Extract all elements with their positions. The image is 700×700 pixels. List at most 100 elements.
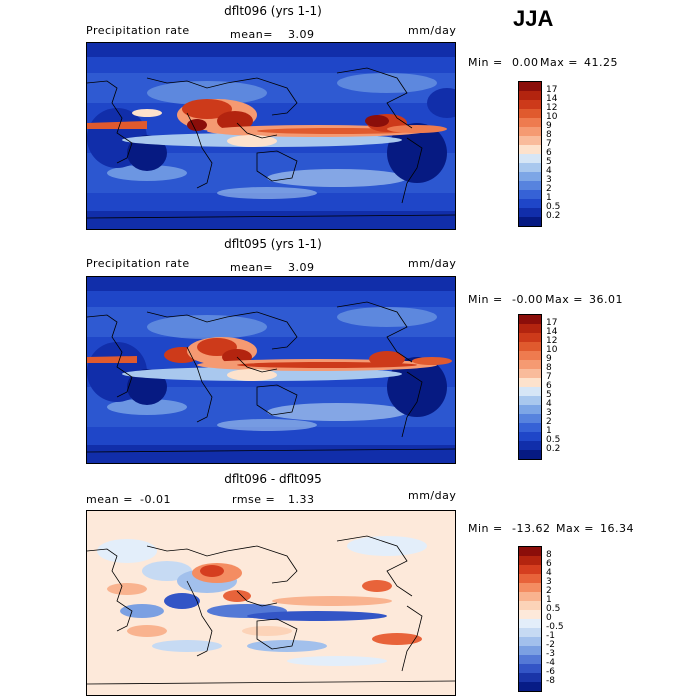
panel2-title: dflt095 (yrs 1-1)	[224, 237, 322, 251]
colorbar-tick-label: 12	[546, 336, 558, 346]
colorbar-tick-label: -4	[546, 658, 555, 668]
colorbar-swatch	[519, 127, 541, 136]
colorbar-swatch	[519, 333, 541, 342]
panel2-min-value: -0.00	[512, 293, 543, 306]
colorbar-swatch	[519, 172, 541, 181]
colorbar-tick-label: 5	[546, 390, 552, 400]
panel3-colorbar	[518, 546, 542, 692]
colorbar-swatch	[519, 387, 541, 396]
colorbar-swatch	[519, 82, 541, 91]
colorbar-swatch	[519, 145, 541, 154]
panel1-map-svg	[87, 43, 455, 229]
panel3-units: mm/day	[408, 489, 457, 502]
colorbar-tick-label: -6	[546, 667, 555, 677]
colorbar-swatch	[519, 315, 541, 324]
panel3-mean-value: -0.01	[140, 493, 171, 506]
panel2-colorbar	[518, 314, 542, 460]
colorbar-tick-label: 6	[546, 559, 552, 569]
colorbar-tick-label: 1	[546, 595, 552, 605]
colorbar-swatch	[519, 574, 541, 583]
colorbar-tick-label: 2	[546, 417, 552, 427]
colorbar-tick-label: 14	[546, 327, 558, 337]
panel1-min-label: Min =	[468, 56, 503, 69]
colorbar-swatch	[519, 441, 541, 450]
panel1-mean-label: mean=	[230, 28, 273, 41]
panel1-min-value: 0.00	[512, 56, 539, 69]
colorbar-swatch	[519, 118, 541, 127]
panel2-min-label: Min =	[468, 293, 503, 306]
colorbar-tick-label: 6	[546, 148, 552, 158]
panel3-mean-label: mean =	[86, 493, 133, 506]
colorbar-tick-label: 10	[546, 345, 558, 355]
colorbar-swatch	[519, 565, 541, 574]
colorbar-tick-label: 6	[546, 381, 552, 391]
colorbar-tick-label: 2	[546, 586, 552, 596]
panel3-map-svg	[87, 511, 455, 695]
colorbar-swatch	[519, 199, 541, 208]
colorbar-tick-label: 2	[546, 184, 552, 194]
colorbar-swatch	[519, 163, 541, 172]
panel1-title: dflt096 (yrs 1-1)	[224, 4, 322, 18]
colorbar-swatch	[519, 378, 541, 387]
panel2-variable-label: Precipitation rate	[86, 257, 190, 270]
colorbar-tick-label: 9	[546, 354, 552, 364]
colorbar-tick-label: 9	[546, 121, 552, 131]
colorbar-swatch	[519, 655, 541, 664]
colorbar-swatch	[519, 100, 541, 109]
colorbar-swatch	[519, 414, 541, 423]
panel1-variable-label: Precipitation rate	[86, 24, 190, 37]
panel2-max-label: Max =	[545, 293, 583, 306]
colorbar-tick-label: 8	[546, 550, 552, 560]
panel3-max-value: 16.34	[600, 522, 634, 535]
colorbar-tick-label: -2	[546, 640, 555, 650]
colorbar-tick-label: 4	[546, 568, 552, 578]
colorbar-tick-label: 14	[546, 94, 558, 104]
colorbar-tick-label: 0.5	[546, 202, 561, 212]
colorbar-swatch	[519, 181, 541, 190]
colorbar-swatch	[519, 154, 541, 163]
colorbar-tick-label: -8	[546, 676, 555, 686]
colorbar-swatch	[519, 664, 541, 673]
colorbar-swatch	[519, 583, 541, 592]
colorbar-tick-label: 10	[546, 112, 558, 122]
panel1-mean-value: 3.09	[288, 28, 315, 41]
colorbar-tick-label: 17	[546, 85, 558, 95]
panel3-title: dflt096 - dflt095	[224, 472, 322, 486]
colorbar-swatch	[519, 405, 541, 414]
colorbar-tick-label: 3	[546, 408, 552, 418]
colorbar-swatch	[519, 432, 541, 441]
colorbar-tick-label: 7	[546, 372, 552, 382]
colorbar-tick-label: 8	[546, 130, 552, 140]
colorbar-tick-label: 3	[546, 175, 552, 185]
colorbar-swatch	[519, 369, 541, 378]
panel1-map	[86, 42, 456, 230]
panel2-max-value: 36.01	[589, 293, 623, 306]
colorbar-tick-label: 4	[546, 166, 552, 176]
colorbar-swatch	[519, 610, 541, 619]
panel2-map-svg	[87, 277, 455, 463]
colorbar-tick-label: 5	[546, 157, 552, 167]
colorbar-tick-label: 0.2	[546, 444, 561, 454]
colorbar-swatch	[519, 601, 541, 610]
colorbar-tick-label: -0.5	[546, 622, 564, 632]
colorbar-swatch	[519, 324, 541, 333]
colorbar-tick-label: 0.5	[546, 435, 561, 445]
panel2-mean-label: mean=	[230, 261, 273, 274]
panel1-max-value: 41.25	[584, 56, 618, 69]
panel2-mean-value: 3.09	[288, 261, 315, 274]
panel3-map	[86, 510, 456, 696]
colorbar-tick-label: -1	[546, 631, 555, 641]
colorbar-swatch	[519, 91, 541, 100]
colorbar-tick-label: -3	[546, 649, 555, 659]
panel2-map	[86, 276, 456, 464]
colorbar-tick-label: 4	[546, 399, 552, 409]
colorbar-swatch	[519, 673, 541, 682]
colorbar-swatch	[519, 637, 541, 646]
panel1-units: mm/day	[408, 24, 457, 37]
panel1-colorbar	[518, 81, 542, 227]
colorbar-tick-label: 12	[546, 103, 558, 113]
colorbar-swatch	[519, 619, 541, 628]
colorbar-swatch	[519, 682, 541, 691]
colorbar-swatch	[519, 136, 541, 145]
